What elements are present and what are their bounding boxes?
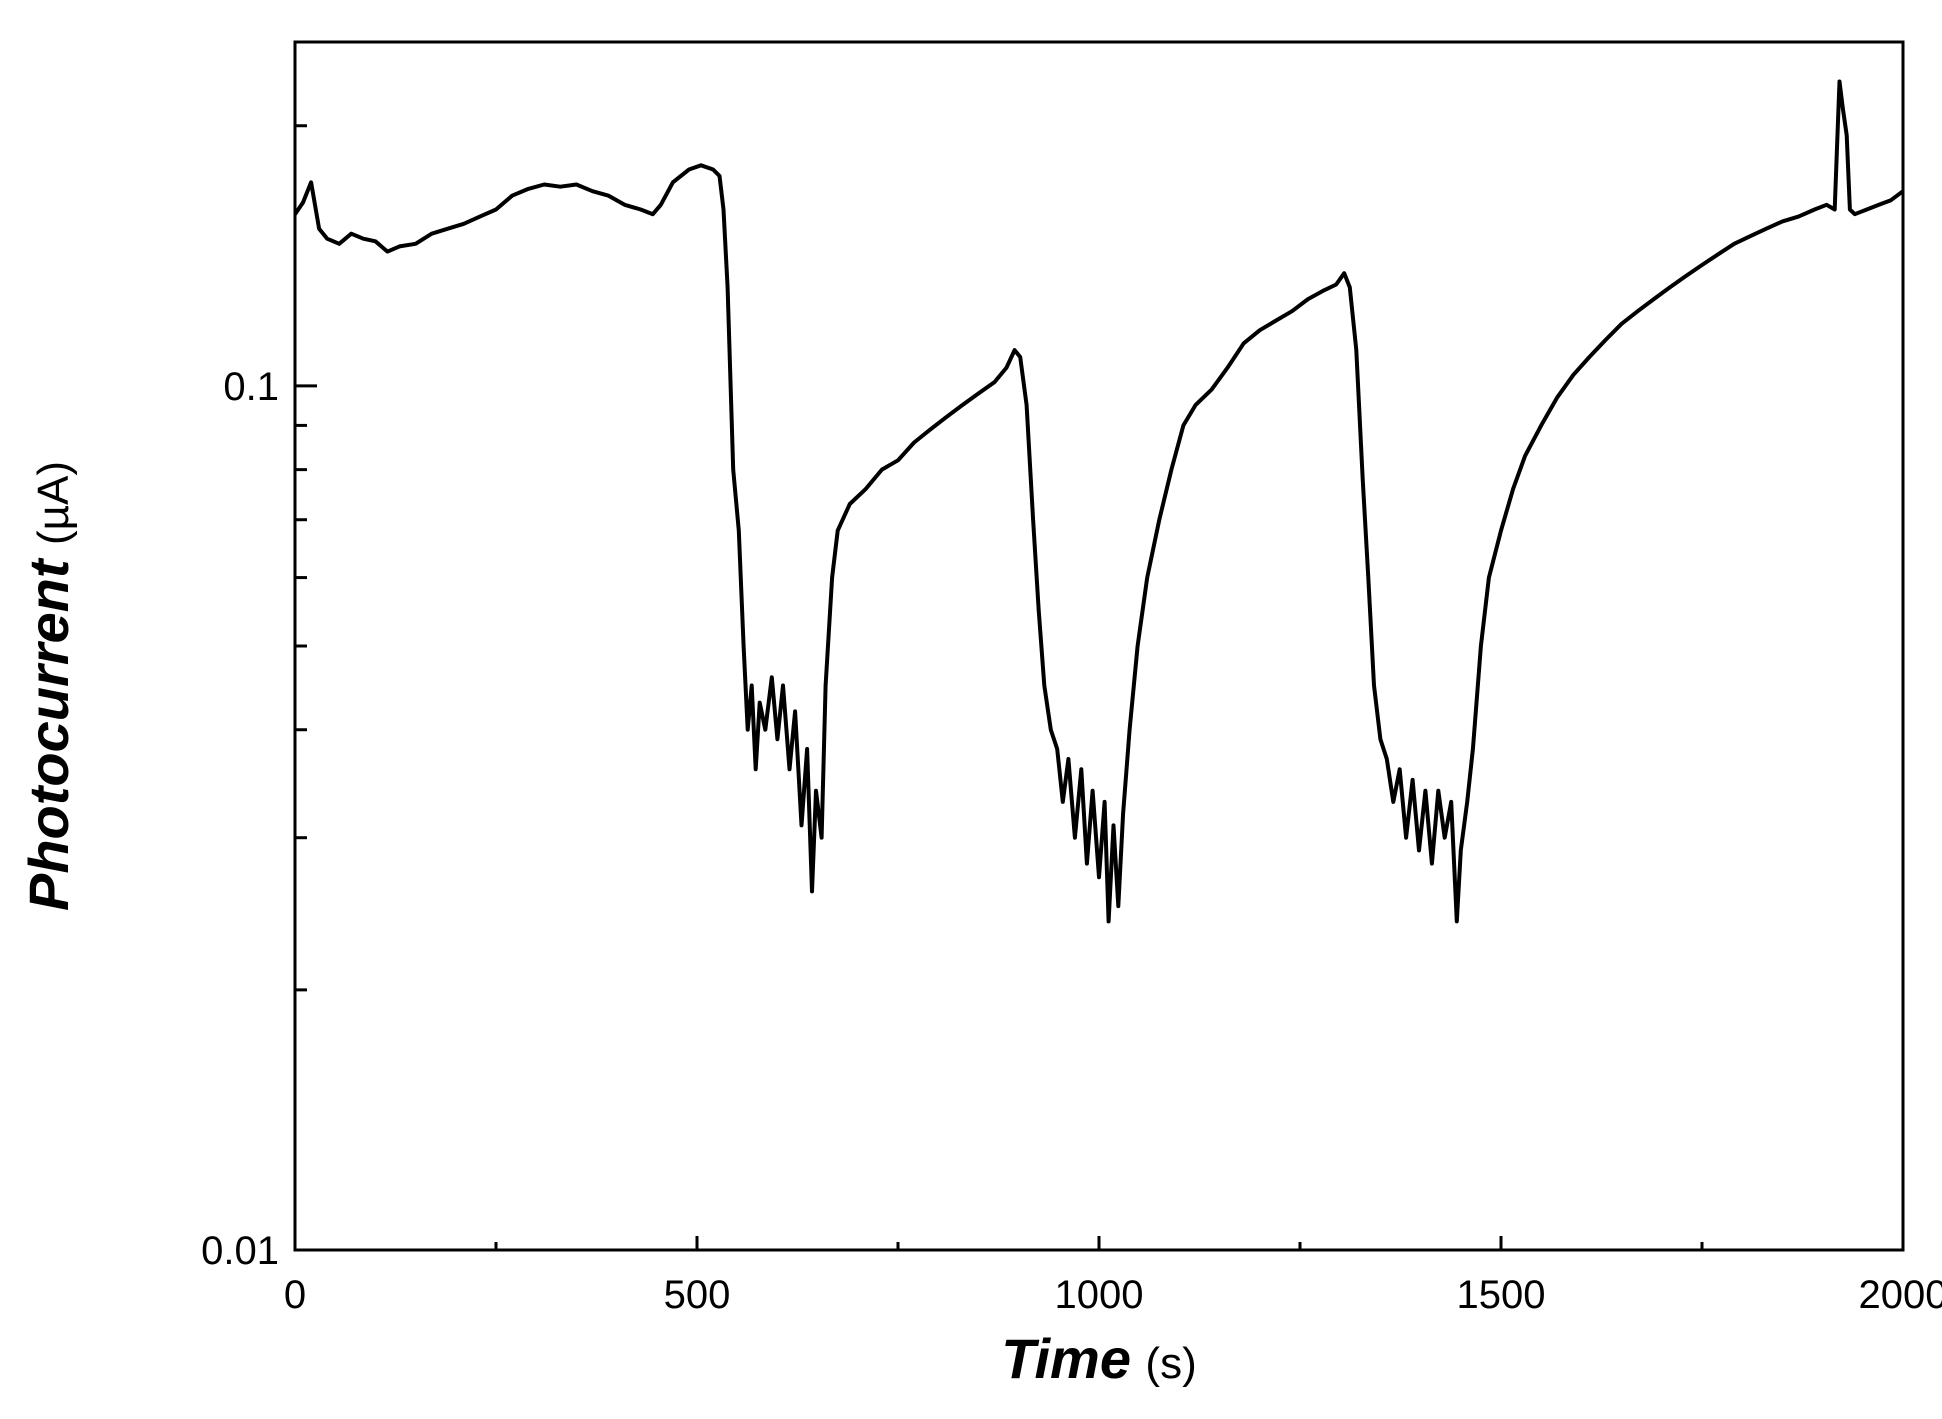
x-axis-title: Time (s) xyxy=(1001,1327,1196,1390)
x-tick-label: 1000 xyxy=(1055,1273,1144,1317)
x-tick-label: 500 xyxy=(664,1273,731,1317)
y-tick-label: 0.1 xyxy=(223,365,279,409)
plot-frame xyxy=(293,40,1905,1252)
y-tick-label: 0.01 xyxy=(201,1229,279,1273)
y-axis-unit: (µA) xyxy=(29,461,78,545)
tick-labels-layer: 0 500 1000 1500 2000 0.01 0.1 xyxy=(201,365,1942,1317)
y-axis-label: Photocurrent xyxy=(17,557,80,911)
x-axis-label: Time xyxy=(1001,1327,1131,1390)
y-axis-title: Photocurrent (µA) xyxy=(17,461,80,911)
x-axis-unit: (s) xyxy=(1145,1339,1196,1388)
x-tick-label: 2000 xyxy=(1859,1273,1942,1317)
series-photocurrent-line xyxy=(293,79,1905,924)
x-tick-label: 0 xyxy=(284,1273,306,1317)
x-tick-label: 1500 xyxy=(1457,1273,1546,1317)
